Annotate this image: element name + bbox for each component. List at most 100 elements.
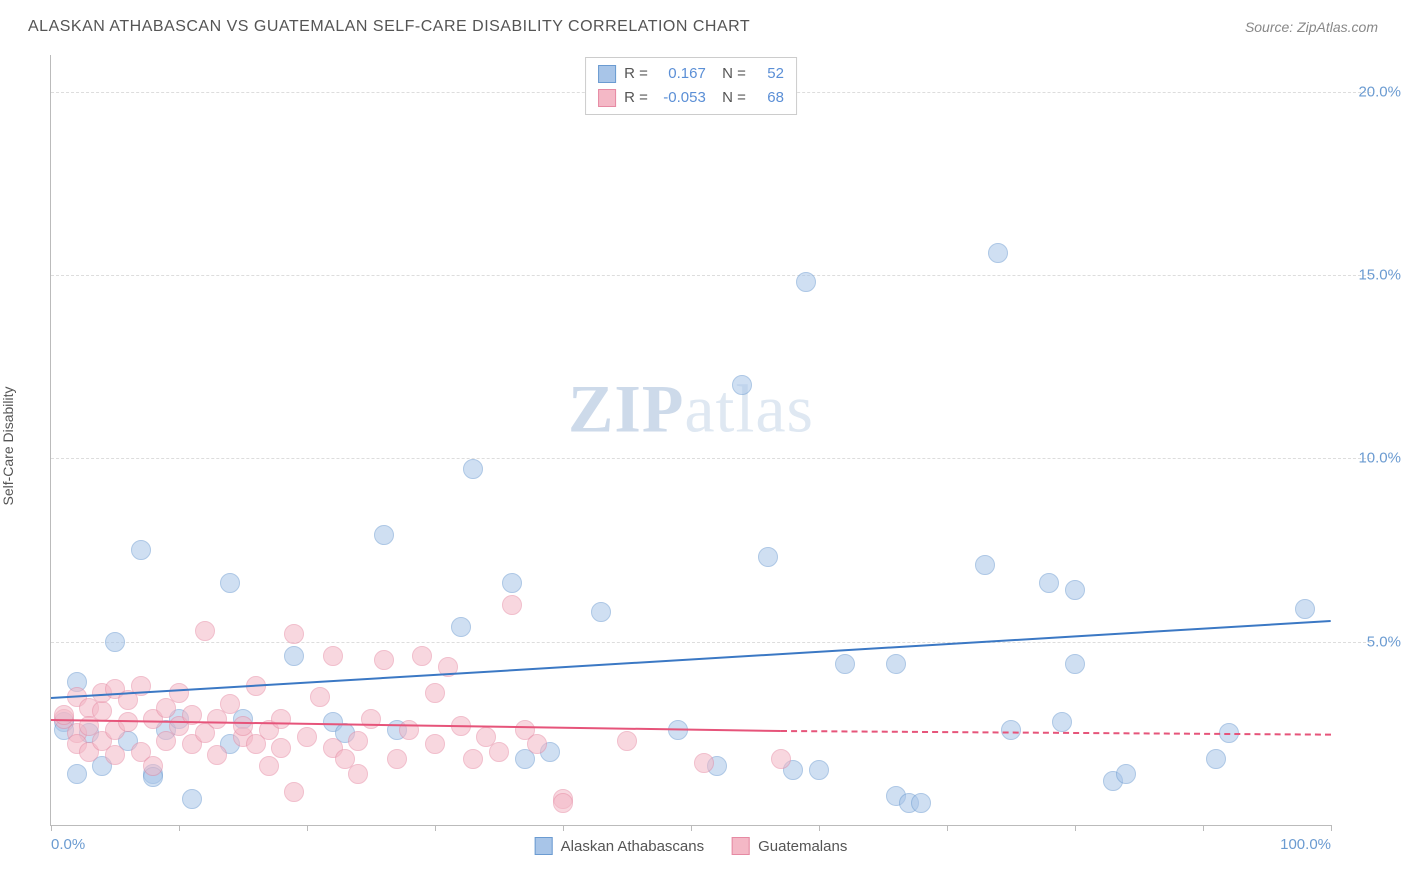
n-value: 68 bbox=[754, 86, 784, 110]
data-point bbox=[1206, 749, 1226, 769]
y-tick-label: 10.0% bbox=[1341, 450, 1401, 467]
data-point bbox=[118, 712, 138, 732]
x-tick bbox=[51, 825, 52, 831]
data-point bbox=[425, 683, 445, 703]
data-point bbox=[348, 731, 368, 751]
data-point bbox=[348, 764, 368, 784]
data-point bbox=[694, 753, 714, 773]
data-point bbox=[1052, 712, 1072, 732]
n-label: N = bbox=[714, 86, 746, 110]
x-tick-label: 100.0% bbox=[1280, 836, 1331, 853]
data-point bbox=[271, 709, 291, 729]
data-point bbox=[412, 646, 432, 666]
data-point bbox=[67, 764, 87, 784]
x-tick bbox=[1331, 825, 1332, 831]
data-point bbox=[425, 734, 445, 754]
data-point bbox=[105, 632, 125, 652]
x-tick bbox=[435, 825, 436, 831]
gridline-h bbox=[51, 275, 1371, 276]
legend-swatch bbox=[598, 65, 616, 83]
bottom-legend: Alaskan Athabascans Guatemalans bbox=[535, 837, 848, 855]
data-point bbox=[502, 573, 522, 593]
legend-item: Alaskan Athabascans bbox=[535, 837, 704, 855]
y-tick-label: 5.0% bbox=[1341, 633, 1401, 650]
r-value: 0.167 bbox=[656, 62, 706, 86]
data-point bbox=[207, 745, 227, 765]
data-point bbox=[105, 745, 125, 765]
data-point bbox=[284, 624, 304, 644]
data-point bbox=[553, 793, 573, 813]
data-point bbox=[451, 617, 471, 637]
data-point bbox=[975, 555, 995, 575]
gridline-h bbox=[51, 642, 1371, 643]
data-point bbox=[220, 694, 240, 714]
data-point bbox=[374, 525, 394, 545]
legend-swatch bbox=[732, 837, 750, 855]
data-point bbox=[169, 683, 189, 703]
legend-label: Alaskan Athabascans bbox=[561, 838, 704, 855]
x-tick bbox=[1203, 825, 1204, 831]
data-point bbox=[1116, 764, 1136, 784]
x-tick bbox=[947, 825, 948, 831]
legend-item: Guatemalans bbox=[732, 837, 847, 855]
data-point bbox=[911, 793, 931, 813]
x-tick-label: 0.0% bbox=[51, 836, 85, 853]
data-point bbox=[284, 646, 304, 666]
data-point bbox=[758, 547, 778, 567]
n-label: N = bbox=[714, 62, 746, 86]
legend-swatch bbox=[598, 89, 616, 107]
data-point bbox=[284, 782, 304, 802]
x-tick bbox=[691, 825, 692, 831]
n-value: 52 bbox=[754, 62, 784, 86]
data-point bbox=[54, 705, 74, 725]
y-tick-label: 20.0% bbox=[1341, 83, 1401, 100]
data-point bbox=[1001, 720, 1021, 740]
data-point bbox=[131, 540, 151, 560]
data-point bbox=[463, 749, 483, 769]
trend-line bbox=[51, 620, 1331, 699]
data-point bbox=[617, 731, 637, 751]
data-point bbox=[463, 459, 483, 479]
data-point bbox=[1065, 580, 1085, 600]
x-tick bbox=[819, 825, 820, 831]
data-point bbox=[143, 756, 163, 776]
data-point bbox=[271, 738, 291, 758]
data-point bbox=[182, 789, 202, 809]
data-point bbox=[1039, 573, 1059, 593]
data-point bbox=[489, 742, 509, 762]
legend-label: Guatemalans bbox=[758, 838, 847, 855]
data-point bbox=[387, 749, 407, 769]
legend-swatch bbox=[535, 837, 553, 855]
data-point bbox=[259, 756, 279, 776]
stats-row: R =-0.053 N =68 bbox=[598, 86, 784, 110]
data-point bbox=[835, 654, 855, 674]
stats-box: R =0.167 N =52R =-0.053 N =68 bbox=[585, 57, 797, 115]
data-point bbox=[92, 701, 112, 721]
data-point bbox=[527, 734, 547, 754]
scatter-plot: ZIPatlas 5.0%10.0%15.0%20.0%0.0%100.0%R … bbox=[50, 55, 1331, 826]
stats-row: R = 0.167 N = 52 bbox=[598, 62, 784, 86]
x-tick bbox=[1075, 825, 1076, 831]
y-axis-label: Self-Care Disability bbox=[0, 386, 16, 505]
data-point bbox=[591, 602, 611, 622]
r-label: R = bbox=[624, 62, 648, 86]
data-point bbox=[374, 650, 394, 670]
data-point bbox=[233, 716, 253, 736]
x-tick bbox=[563, 825, 564, 831]
source-label: Source: ZipAtlas.com bbox=[1245, 19, 1378, 35]
data-point bbox=[195, 621, 215, 641]
data-point bbox=[809, 760, 829, 780]
data-point bbox=[886, 654, 906, 674]
x-tick bbox=[179, 825, 180, 831]
x-tick bbox=[307, 825, 308, 831]
data-point bbox=[732, 375, 752, 395]
gridline-h bbox=[51, 458, 1371, 459]
data-point bbox=[310, 687, 330, 707]
data-point bbox=[399, 720, 419, 740]
data-point bbox=[502, 595, 522, 615]
y-tick-label: 15.0% bbox=[1341, 267, 1401, 284]
watermark: ZIPatlas bbox=[568, 370, 814, 449]
chart-title: ALASKAN ATHABASCAN VS GUATEMALAN SELF-CA… bbox=[28, 18, 750, 36]
r-label: R = bbox=[624, 86, 648, 110]
data-point bbox=[220, 573, 240, 593]
